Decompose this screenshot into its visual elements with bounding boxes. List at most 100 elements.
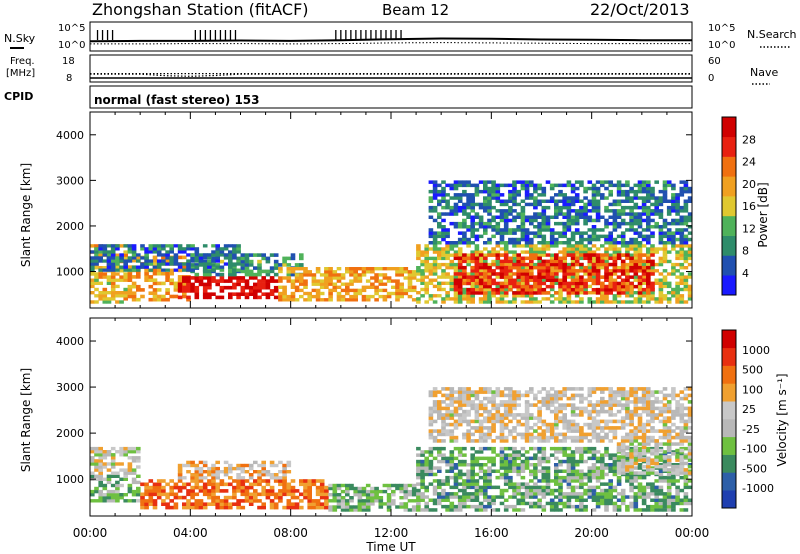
velocity-cell — [445, 387, 450, 391]
velocity-cell — [612, 488, 618, 493]
velocity-cell — [177, 463, 183, 468]
velocity-cell — [570, 475, 576, 480]
velocity-cell — [545, 393, 551, 398]
velocity-cell — [608, 469, 613, 473]
velocity-cell — [106, 450, 112, 454]
velocity-cell — [524, 400, 530, 404]
velocity-cell — [616, 479, 622, 483]
power-cell — [625, 262, 630, 267]
power-cell — [228, 276, 233, 280]
power-cell — [487, 193, 492, 197]
velocity-cell — [637, 446, 643, 451]
power-cell — [332, 270, 338, 274]
velocity-cell — [637, 442, 643, 446]
velocity-cell — [524, 403, 530, 407]
velocity-cell — [445, 459, 450, 464]
velocity-cell — [215, 473, 220, 477]
velocity-cell — [428, 463, 434, 467]
power-cell — [633, 259, 639, 264]
power-cell — [633, 228, 639, 232]
power-cell — [165, 278, 170, 282]
velocity-cell — [457, 390, 463, 394]
power-cell — [637, 244, 643, 248]
velocity-cell — [253, 482, 258, 487]
velocity-cell — [483, 482, 488, 486]
power-cell — [131, 291, 137, 295]
velocity-cell — [261, 460, 266, 465]
power-cell — [499, 193, 505, 197]
power-cell — [537, 250, 542, 254]
velocity-cell — [587, 492, 593, 496]
power-cell — [625, 212, 630, 216]
velocity-cell — [110, 493, 116, 497]
velocity-cell — [646, 458, 651, 462]
power-cell — [416, 291, 421, 295]
power-cell — [566, 180, 572, 184]
power-cell — [207, 269, 212, 274]
power-cell — [303, 291, 308, 296]
velocity-cell — [516, 413, 521, 417]
power-cell — [646, 209, 651, 213]
power-cell — [650, 196, 655, 200]
power-cell — [328, 291, 333, 296]
power-cell — [529, 237, 534, 242]
velocity-cell — [541, 459, 547, 464]
power-cell — [646, 228, 651, 232]
velocity-cell — [365, 499, 371, 503]
power-cell — [524, 241, 530, 245]
velocity-cell — [190, 473, 195, 477]
power-cell — [110, 291, 116, 295]
power-cell — [554, 256, 559, 260]
power-cell — [641, 189, 647, 194]
power-cell — [449, 262, 455, 267]
velocity-cell — [495, 469, 501, 473]
power-cell — [290, 285, 296, 289]
power-cell — [378, 279, 384, 283]
power-cell — [608, 262, 613, 267]
power-cell — [441, 275, 446, 279]
power-cell — [424, 262, 429, 267]
power-cell — [566, 275, 572, 279]
velocity-cell — [562, 459, 567, 464]
velocity-cell — [679, 448, 685, 453]
velocity-cell — [190, 505, 195, 510]
power-cell — [207, 256, 212, 260]
power-cell — [123, 265, 128, 269]
power-cell — [633, 278, 639, 282]
velocity-cell — [650, 466, 655, 470]
velocity-cell — [650, 482, 655, 486]
velocity-cell — [240, 470, 246, 474]
velocity-cell — [541, 466, 547, 470]
velocity-cell — [608, 492, 613, 496]
power-cell — [219, 259, 225, 264]
velocity-cell — [198, 485, 204, 490]
power-cell — [499, 202, 505, 207]
velocity-cell — [612, 453, 618, 457]
velocity-cell — [683, 479, 689, 483]
power-cell — [445, 244, 450, 248]
velocity-cell — [161, 502, 166, 506]
velocity-cell — [683, 468, 689, 472]
velocity-cell — [487, 485, 492, 490]
velocity-cell — [182, 485, 187, 490]
velocity-cell — [520, 413, 526, 417]
velocity-cell — [399, 505, 404, 509]
velocity-cell — [487, 419, 492, 424]
power-cell — [529, 247, 534, 251]
power-cell — [432, 250, 438, 254]
power-cell — [165, 244, 170, 248]
power-cell — [462, 241, 467, 245]
velocity-cell — [115, 486, 120, 491]
power-cell — [524, 234, 530, 239]
power-cell — [641, 186, 647, 191]
power-cell — [198, 259, 204, 263]
power-cell — [495, 265, 501, 270]
power-cell — [261, 279, 266, 283]
power-cell — [608, 288, 613, 292]
power-cell — [495, 225, 501, 229]
velocity-cell — [424, 463, 429, 467]
velocity-cell — [445, 403, 450, 407]
velocity-cell — [662, 508, 668, 512]
velocity-cell — [545, 390, 551, 394]
velocity-cell — [303, 492, 308, 497]
